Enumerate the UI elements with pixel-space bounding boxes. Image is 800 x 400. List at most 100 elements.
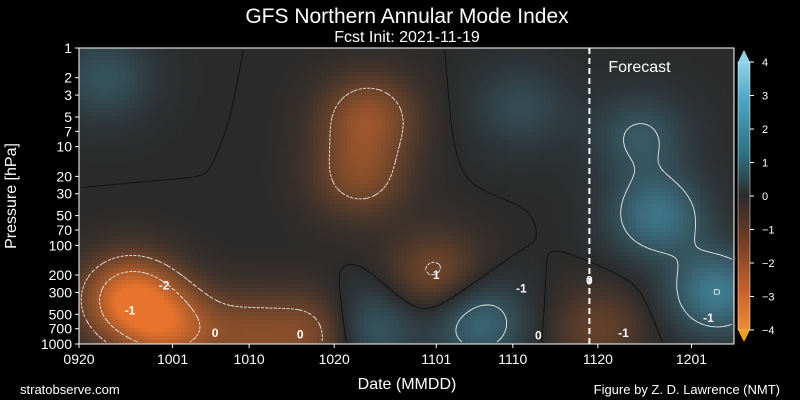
- heatmap-cell: [525, 140, 531, 145]
- heatmap-cell: [113, 172, 118, 177]
- heatmap-cell: [551, 104, 556, 109]
- heatmap-cell: [585, 60, 590, 65]
- heatmap-cell: [529, 48, 535, 53]
- heatmap-cell: [210, 60, 216, 65]
- heatmap-cell: [432, 60, 437, 65]
- heatmap-cell: [176, 104, 182, 109]
- heatmap-cell: [572, 148, 578, 153]
- heatmap-cell: [529, 116, 535, 121]
- heatmap-cell: [708, 124, 714, 129]
- heatmap-cell: [602, 136, 607, 141]
- heatmap-cell: [380, 152, 386, 157]
- heatmap-cell: [312, 52, 318, 57]
- heatmap-cell: [648, 160, 654, 165]
- heatmap-cell: [176, 92, 182, 97]
- heatmap-cell: [249, 52, 254, 57]
- heatmap-cell: [512, 172, 518, 177]
- heatmap-cell: [223, 132, 229, 137]
- heatmap-cell: [695, 68, 701, 73]
- heatmap-cell: [640, 72, 646, 77]
- heatmap-cell: [597, 108, 603, 113]
- heatmap-cell: [147, 68, 152, 73]
- heatmap-cell: [470, 116, 476, 121]
- heatmap-cell: [602, 172, 607, 177]
- heatmap-cell: [108, 144, 114, 149]
- heatmap-cell: [223, 160, 229, 165]
- heatmap-cell: [644, 116, 650, 121]
- heatmap-cell: [159, 96, 165, 101]
- heatmap-cell: [419, 172, 425, 177]
- heatmap-cell: [453, 60, 459, 65]
- heatmap-cell: [487, 124, 493, 129]
- heatmap-cell: [227, 164, 233, 169]
- heatmap-cell: [240, 72, 246, 77]
- heatmap-cell: [108, 80, 114, 85]
- heatmap-cell: [602, 120, 607, 125]
- heatmap-cell: [644, 88, 650, 93]
- heatmap-cell: [168, 76, 174, 81]
- heatmap-cell: [393, 76, 399, 81]
- heatmap-cell: [295, 172, 301, 177]
- heatmap-cell: [181, 168, 186, 173]
- heatmap-cell: [491, 112, 497, 117]
- heatmap-cell: [436, 92, 442, 97]
- heatmap-cell: [461, 56, 467, 61]
- heatmap-cell: [185, 140, 191, 145]
- heatmap-cell: [283, 112, 289, 117]
- heatmap-cell: [142, 64, 148, 69]
- heatmap-cell: [631, 92, 637, 97]
- heatmap-cell: [329, 96, 335, 101]
- heatmap-cell: [117, 100, 123, 105]
- heatmap-cell: [593, 136, 599, 141]
- heatmap-cell: [419, 52, 425, 57]
- heatmap-cell: [317, 96, 323, 101]
- heatmap-cell: [206, 84, 212, 89]
- heatmap-cell: [508, 48, 514, 53]
- heatmap-cell: [91, 112, 97, 117]
- heatmap-cell: [636, 92, 642, 97]
- heatmap-cell: [721, 152, 727, 157]
- heatmap-cell: [640, 80, 646, 85]
- heatmap-cell: [555, 100, 561, 105]
- heatmap-cell: [236, 112, 242, 117]
- heatmap-cell: [555, 168, 561, 173]
- heatmap-cell: [312, 100, 318, 105]
- heatmap-cell: [113, 52, 118, 57]
- heatmap-cell: [142, 176, 148, 181]
- heatmap-cell: [483, 108, 488, 113]
- heatmap-cell: [538, 56, 544, 61]
- heatmap-cell: [432, 100, 437, 105]
- heatmap-cell: [470, 120, 476, 125]
- heatmap-cell: [87, 148, 93, 153]
- heatmap-cell: [687, 116, 693, 121]
- heatmap-cell: [334, 68, 340, 73]
- heatmap-cell: [466, 168, 471, 173]
- heatmap-cell: [665, 128, 671, 133]
- heatmap-cell: [355, 72, 361, 77]
- heatmap-cell: [389, 104, 395, 109]
- heatmap-cell: [427, 172, 433, 177]
- heatmap-cell: [551, 148, 556, 153]
- heatmap-cell: [83, 60, 89, 65]
- heatmap-cell: [130, 136, 135, 141]
- heatmap-cell: [185, 68, 191, 73]
- heatmap-cell: [419, 100, 425, 105]
- heatmap-cell: [266, 104, 271, 109]
- heatmap-cell: [708, 64, 714, 69]
- heatmap-cell: [355, 176, 361, 181]
- heatmap-cell: [104, 136, 110, 141]
- heatmap-cell: [483, 152, 488, 157]
- heatmap-cell: [661, 140, 667, 145]
- heatmap-cell: [699, 112, 705, 117]
- heatmap-cell: [91, 156, 97, 161]
- heatmap-cell: [542, 60, 548, 65]
- heatmap-cell: [397, 108, 403, 113]
- heatmap-cell: [202, 48, 208, 53]
- heatmap-cell: [597, 156, 603, 161]
- heatmap-cell: [691, 128, 697, 133]
- heatmap-cell: [491, 128, 497, 133]
- heatmap-cell: [155, 156, 161, 161]
- heatmap-cell: [244, 128, 250, 133]
- heatmap-cell: [614, 68, 620, 73]
- heatmap-cell: [368, 108, 374, 113]
